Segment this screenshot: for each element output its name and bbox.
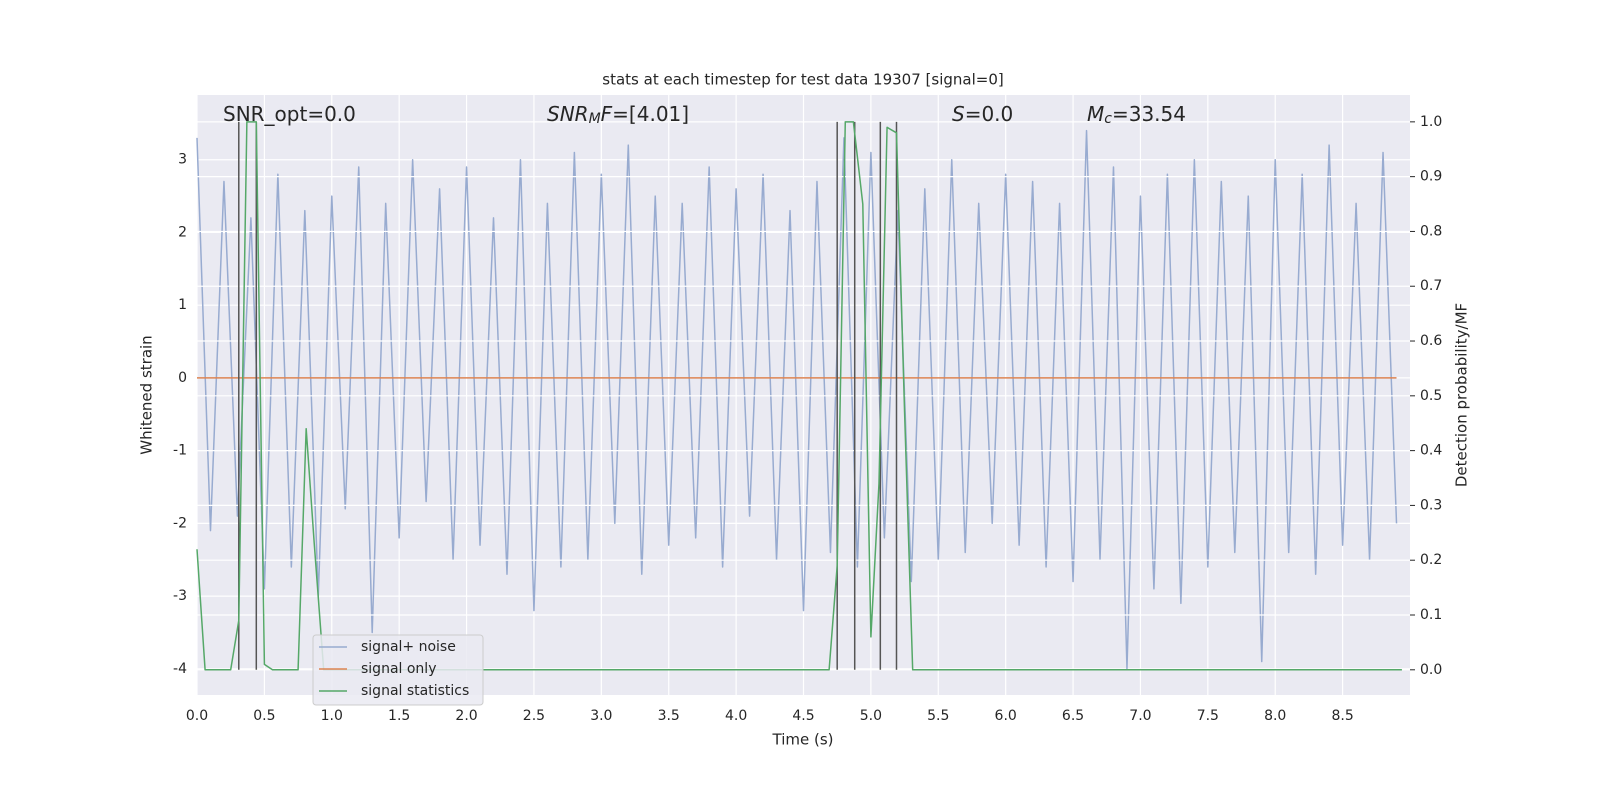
y2-tick-label: 0.1 (1420, 607, 1442, 623)
series-line (196, 121, 1402, 671)
y2-tick-label: 1.0 (1420, 114, 1442, 130)
annotation: S=0.0 (952, 102, 1013, 126)
x-tick-label: 0.0 (186, 708, 208, 724)
y-tick-label: 1 (178, 297, 187, 313)
y-tick-label: -2 (173, 515, 187, 531)
annotation: SNRMF=[4.01] (547, 102, 689, 127)
y2-tick-label: 0.4 (1420, 443, 1442, 459)
x-tick-label: 1.5 (388, 708, 410, 724)
x-tick-label: 5.5 (927, 708, 949, 724)
x-tick-label: 1.0 (321, 708, 343, 724)
annotation-part: =33.54 (1112, 102, 1186, 126)
x-tick-label: 3.0 (590, 708, 612, 724)
x-tick-label: 4.0 (725, 708, 747, 724)
y2-tick-label: 0.8 (1420, 223, 1442, 239)
legend-label: signal+ noise (361, 639, 456, 655)
x-tick-label: 4.5 (792, 708, 814, 724)
y-tick-label: 3 (178, 152, 187, 168)
annotation-part: M (589, 111, 601, 127)
x-tick-label: 8.0 (1264, 708, 1286, 724)
x-axis-label: Time (s) (772, 731, 834, 749)
annotation-part: SNR (547, 102, 589, 126)
x-tick-label: 6.0 (995, 708, 1017, 724)
y2-tick-label: 0.7 (1420, 278, 1442, 294)
y-tick-label: 2 (178, 224, 187, 240)
y2-tick-label: 0.2 (1420, 552, 1442, 568)
x-tick-label: 7.0 (1129, 708, 1151, 724)
x-tick-label: 5.0 (860, 708, 882, 724)
annotation-part: SNR_opt=0.0 (223, 102, 356, 126)
x-tick-label: 7.5 (1197, 708, 1219, 724)
x-tick-label: 3.5 (658, 708, 680, 724)
annotation-part: M (1087, 102, 1104, 126)
annotation-part: =[4.01] (612, 102, 689, 126)
y2-tick-label: 0.9 (1420, 169, 1442, 185)
annotation-part: c (1104, 111, 1112, 127)
annotation-part: =0.0 (965, 102, 1014, 126)
legend: signal+ noise signal only signal statistic… (312, 634, 484, 706)
x-tick-label: 6.5 (1062, 708, 1084, 724)
legend-label: signal statistics (361, 683, 469, 699)
x-tick-label: 0.5 (253, 708, 275, 724)
y-tick-label: 0 (178, 370, 187, 386)
chart-title: stats at each timestep for test data 193… (602, 71, 1003, 89)
annotation: SNR_opt=0.0 (223, 102, 356, 126)
y2-tick-label: 0.3 (1420, 497, 1442, 513)
series-line (196, 129, 1398, 670)
y-tick-label: -3 (173, 588, 187, 604)
y2-tick-label: 0.0 (1420, 662, 1442, 678)
y2-tick-label: 0.6 (1420, 333, 1442, 349)
legend-box (312, 634, 484, 706)
x-tick-label: 2.5 (523, 708, 545, 724)
y-axis-label: Whitened strain (138, 335, 156, 454)
x-tick-label: 2.0 (455, 708, 477, 724)
y-tick-label: -4 (173, 661, 187, 677)
y-tick-label: -1 (173, 443, 187, 459)
x-tick-label: 8.5 (1331, 708, 1353, 724)
annotation-part: F (601, 102, 613, 126)
annotation: Mc=33.54 (1087, 102, 1186, 127)
y2-tick-label: 0.5 (1420, 388, 1442, 404)
y2-axis-label: Detection probability/MF (1453, 303, 1471, 487)
annotation-part: S (952, 102, 965, 126)
legend-label: signal only (361, 661, 436, 677)
